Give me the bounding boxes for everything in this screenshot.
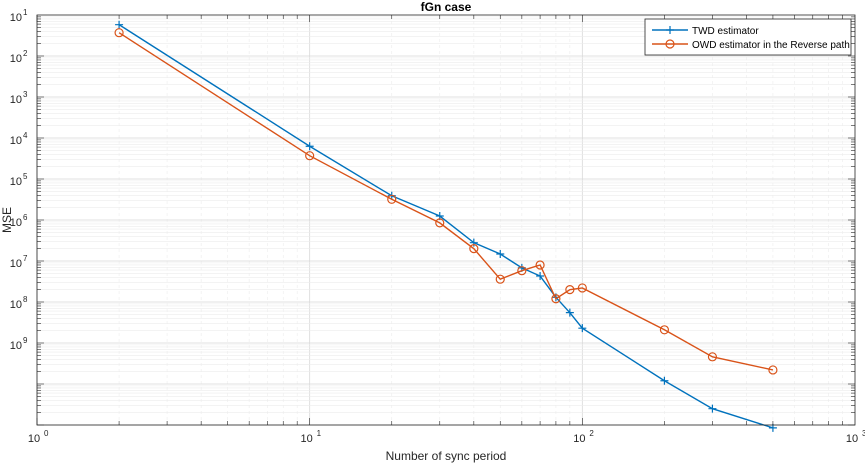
x-tick-label-exponent: 1 [317, 429, 322, 438]
y-tick-label-exponent: 7 [23, 254, 28, 263]
data-point [536, 272, 545, 281]
y-tick-label: 10 7 [10, 254, 28, 270]
y-tick-label-exponent: 2 [23, 49, 28, 58]
y-tick-label-base: 10 [10, 258, 22, 270]
chart-title: fGn case [421, 0, 472, 14]
series-line [118, 32, 774, 371]
data-point [578, 324, 587, 333]
x-tick-label: 10 0 [28, 429, 49, 445]
y-tick-label-base: 10 [10, 53, 22, 65]
y-tick-label: 10 6 [10, 213, 28, 229]
data-point [495, 274, 505, 284]
y-tick-label-exponent: 1 [23, 8, 28, 17]
legend-marker-twd [666, 26, 674, 34]
data-point [565, 285, 575, 295]
y-tick-label-exponent: 4 [23, 131, 28, 140]
data-point [517, 266, 527, 276]
data-point [577, 283, 587, 293]
data-point [708, 404, 717, 413]
y-tick-label-base: 10 [10, 12, 22, 24]
data-point [387, 194, 397, 204]
y-tick-label: 10 5 [10, 172, 28, 188]
y-tick-label: 10 2 [10, 49, 28, 65]
x-tick-label-base: 10 [846, 433, 858, 445]
data-point [659, 325, 670, 335]
y-tick-label-exponent: 8 [23, 295, 28, 304]
x-tick-label: 10 3 [846, 429, 865, 445]
x-tick-label-exponent: 0 [44, 429, 49, 438]
data-point [535, 260, 545, 270]
data-point [707, 352, 718, 362]
y-tick-label: 10 4 [10, 131, 28, 147]
y-tick-label-exponent: 3 [23, 90, 28, 99]
data-point [305, 142, 314, 151]
legend-box [644, 18, 852, 56]
x-axis-label: Number of sync period [386, 449, 507, 463]
legend-label-owd: OWD estimator in the Reverse path [692, 40, 850, 51]
data-point [565, 308, 574, 317]
y-tick-label-exponent: 6 [23, 213, 28, 222]
data-point [435, 218, 445, 228]
y-tick-label-base: 10 [10, 217, 22, 229]
x-tick-label-base: 10 [301, 433, 313, 445]
axis-ticks [36, 15, 855, 426]
x-tick-label-exponent: 3 [862, 429, 865, 438]
x-tick-label-base: 10 [28, 433, 40, 445]
data-point [551, 294, 561, 304]
legend-entry-twd: TWD estimator [652, 26, 759, 37]
y-tick-label: 10 9 [10, 336, 28, 352]
legend-marker-owd [665, 39, 675, 49]
data-series [114, 20, 778, 432]
series-twd [115, 20, 777, 432]
data-point [115, 20, 124, 29]
data-point [469, 238, 478, 247]
data-point [469, 244, 479, 254]
y-tick-label-base: 10 [10, 94, 22, 106]
y-tick-label: 10 3 [10, 90, 28, 106]
x-tick-label: 10 1 [301, 429, 322, 445]
data-point [496, 250, 505, 259]
data-point [768, 365, 778, 375]
y-tick-label-base: 10 [10, 299, 22, 311]
data-point [305, 151, 315, 161]
legend-label-twd: TWD estimator [692, 26, 759, 37]
data-point [114, 28, 124, 38]
x-tick-label-base: 10 [573, 433, 585, 445]
y-tick-label: 10 8 [10, 295, 28, 311]
y-tick-label-base: 10 [10, 135, 22, 147]
y-tick-label-exponent: 9 [23, 336, 28, 345]
series-line [118, 24, 774, 429]
y-tick-label-exponent: 5 [23, 172, 28, 181]
legend: TWD estimator OWD estimator in the Rever… [644, 18, 852, 56]
x-tick-label-exponent: 2 [589, 429, 594, 438]
data-point [660, 376, 669, 385]
series-owd [114, 28, 778, 375]
x-tick-label: 10 2 [573, 429, 594, 445]
y-tick-label-base: 10 [10, 340, 22, 352]
legend-entry-owd: OWD estimator in the Reverse path [652, 39, 850, 51]
axis-tick-labels: 10 0 10 1 10 2 10 310 110 210 310 410 510 610 710 810 9 [10, 8, 865, 445]
y-tick-label: 10 1 [10, 8, 28, 24]
y-tick-label-base: 10 [10, 176, 22, 188]
y-axis-label: MSE [0, 207, 14, 233]
grid [36, 15, 855, 426]
